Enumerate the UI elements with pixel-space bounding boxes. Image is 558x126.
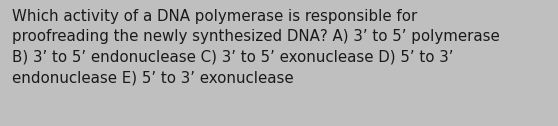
Text: Which activity of a DNA polymerase is responsible for
proofreading the newly syn: Which activity of a DNA polymerase is re… <box>12 9 500 85</box>
